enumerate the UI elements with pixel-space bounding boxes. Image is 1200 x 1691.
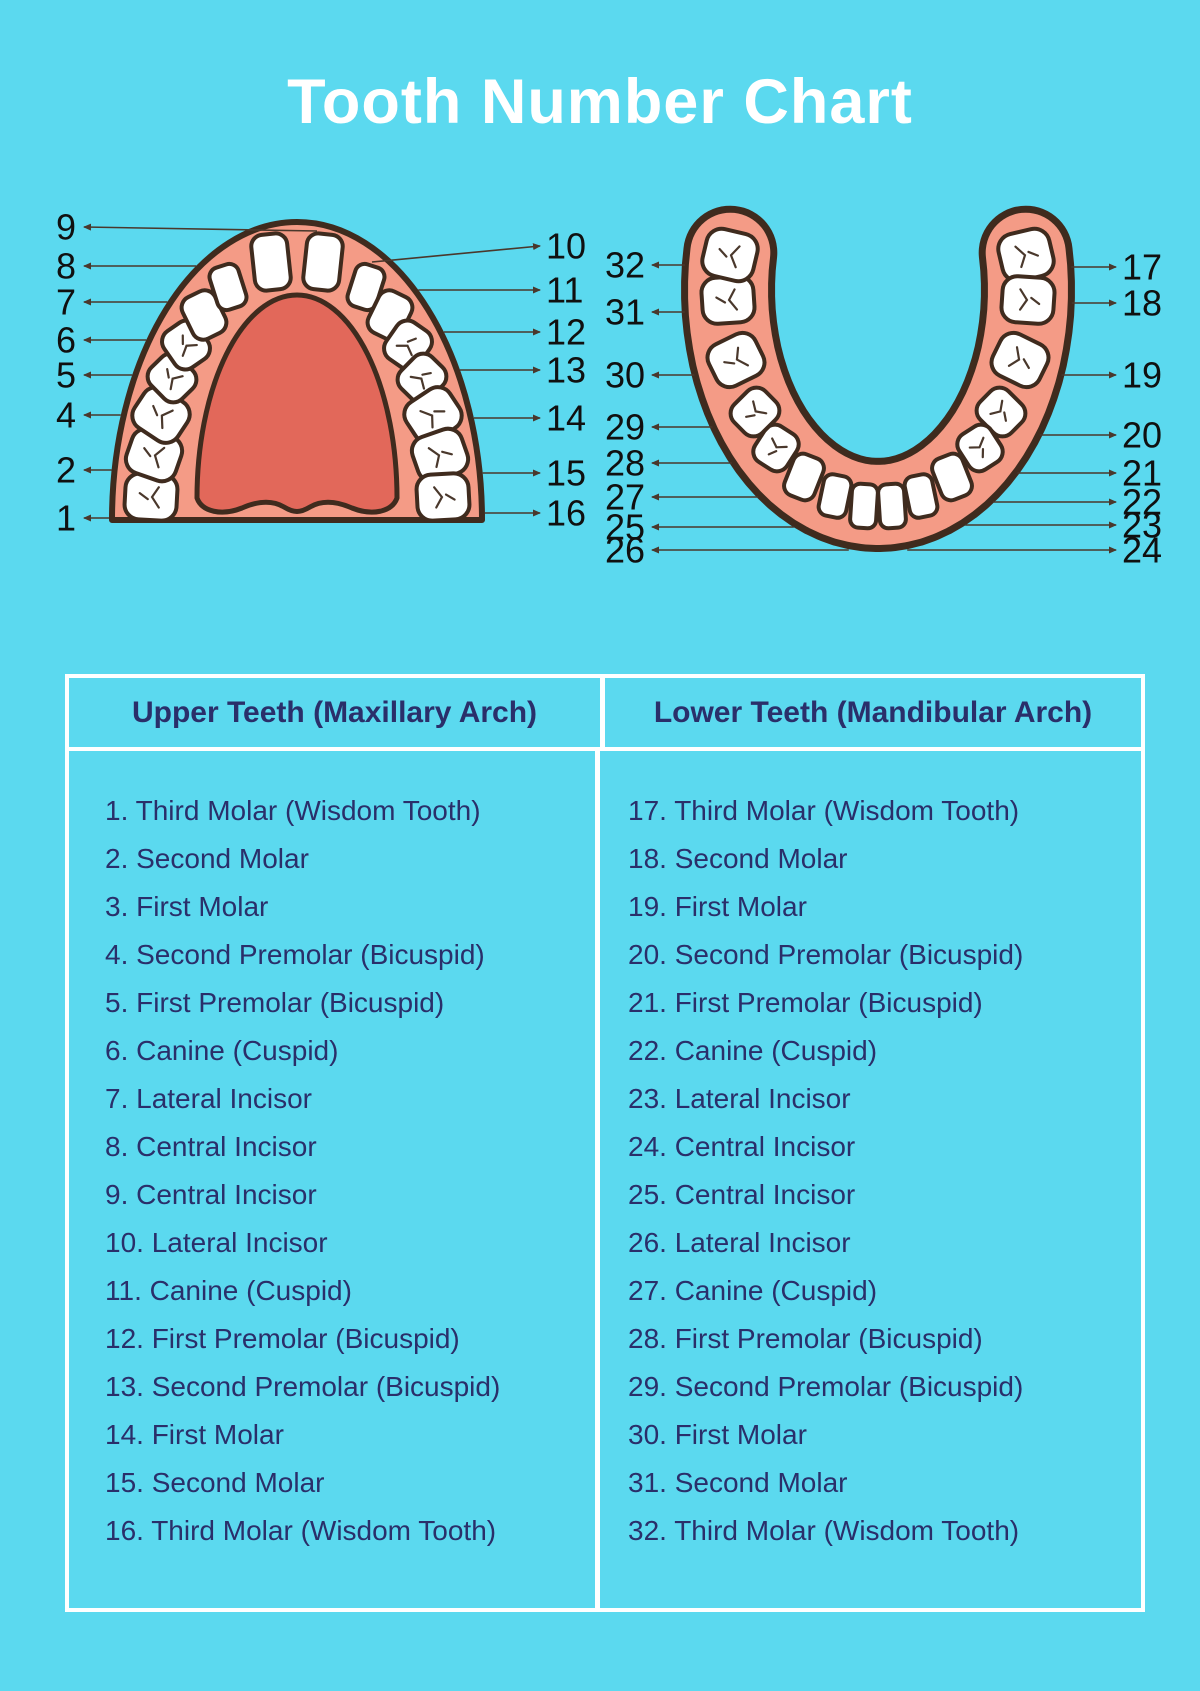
table-row-lower: 23. Lateral Incisor [628, 1083, 851, 1114]
tooth-number-label: 12 [546, 312, 586, 353]
tooth-number-label: 18 [1122, 283, 1162, 324]
table-row-upper: 14. First Molar [105, 1419, 284, 1450]
tooth-number-label: 7 [56, 282, 76, 323]
page-title: Tooth Number Chart [287, 67, 913, 137]
table-row-lower: 26. Lateral Incisor [628, 1227, 851, 1258]
tooth-number-label: 27 [605, 477, 645, 518]
leader-line [83, 223, 318, 232]
tooth-number-table: Upper Teeth (Maxillary Arch) Lower Teeth… [65, 674, 1145, 1612]
tooth [999, 274, 1057, 326]
tooth-number-label: 31 [605, 292, 645, 333]
tooth [751, 422, 801, 474]
tooth [848, 481, 880, 531]
tooth [699, 274, 757, 326]
tooth-number-label: 20 [1122, 415, 1162, 456]
table-row-lower: 18. Second Molar [628, 843, 848, 874]
table-row-upper: 15. Second Molar [105, 1467, 325, 1498]
upper-arch-diagram [109, 219, 485, 523]
table-row-upper: 2. Second Molar [105, 843, 309, 874]
table-row-lower: 25. Central Incisor [628, 1179, 856, 1210]
tooth-number-label: 4 [56, 395, 76, 436]
tooth-number-label: 17 [1122, 247, 1162, 288]
table-row-upper: 11. Canine (Cuspid) [105, 1275, 352, 1306]
leader-line [371, 243, 541, 263]
tooth-number-label: 26 [605, 530, 645, 571]
table-header-row: Upper Teeth (Maxillary Arch) Lower Teeth… [69, 678, 1141, 751]
table-body: 1. Third Molar (Wisdom Tooth) 2. Second M… [69, 751, 1141, 1608]
table-row-lower: 20. Second Premolar (Bicuspid) [628, 939, 1024, 970]
table-row-upper: 7. Lateral Incisor [105, 1083, 312, 1114]
table-row-upper: 13. Second Premolar (Bicuspid) [105, 1371, 501, 1402]
tooth [930, 451, 974, 503]
table-column-lower: 17. Third Molar (Wisdom Tooth) 18. Second… [600, 751, 1141, 1608]
tooth [876, 481, 908, 531]
tooth-number-label: 32 [605, 245, 645, 286]
tooth [301, 231, 345, 293]
table-header-upper: Upper Teeth (Maxillary Arch) [69, 678, 605, 747]
tooth-number-label: 15 [546, 453, 586, 494]
table-row-upper: 6. Canine (Cuspid) [105, 1035, 339, 1066]
tooth [816, 472, 854, 520]
table-row-lower: 30. First Molar [628, 1419, 807, 1450]
table-row-upper: 5. First Premolar (Bicuspid) [105, 987, 445, 1018]
tooth-number-label: 1 [56, 498, 76, 539]
tooth [989, 330, 1051, 390]
tooth [902, 472, 940, 520]
tooth [728, 385, 782, 439]
tooth [249, 231, 293, 293]
tooth-number-label: 23 [1122, 505, 1162, 546]
table-row-upper: 12. First Premolar (Bicuspid) [105, 1323, 460, 1354]
tooth [207, 261, 249, 313]
table-row-upper: 8. Central Incisor [105, 1131, 317, 1162]
table-row-upper: 4. Second Premolar (Bicuspid) [105, 939, 485, 970]
table-row-upper: 10. Lateral Incisor [105, 1227, 328, 1258]
table-row-lower: 29. Second Premolar (Bicuspid) [628, 1371, 1024, 1402]
table-row-upper: 1. Third Molar (Wisdom Tooth) [105, 795, 481, 826]
tooth [345, 261, 387, 313]
tooth-number-labels: 9876542110111213141516323130292827252617… [56, 207, 1162, 571]
table-row-lower: 32. Third Molar (Wisdom Tooth) [628, 1515, 1020, 1546]
tooth-number-label: 8 [56, 246, 76, 287]
table-row-lower: 17. Third Molar (Wisdom Tooth) [628, 795, 1020, 826]
tooth-number-label: 29 [605, 407, 645, 448]
tooth-number-label: 16 [546, 493, 586, 534]
tooth-number-label: 22 [1122, 482, 1162, 523]
dental-arch-diagrams: 9876542110111213141516323130292827252617… [56, 205, 1162, 571]
tooth-number-label: 24 [1122, 530, 1162, 571]
tooth-number-label: 19 [1122, 355, 1162, 396]
tooth-number-label: 5 [56, 355, 76, 396]
tooth-number-label: 21 [1122, 453, 1162, 494]
tooth-number-label: 25 [605, 507, 645, 548]
table-row-lower: 28. First Premolar (Bicuspid) [628, 1323, 983, 1354]
tooth-number-label: 13 [546, 350, 586, 391]
tooth [700, 226, 760, 284]
tooth [955, 422, 1005, 474]
table-row-upper: 16. Third Molar (Wisdom Tooth) [105, 1515, 497, 1546]
table-row-lower: 22. Canine (Cuspid) [628, 1035, 878, 1066]
table-column-upper: 1. Third Molar (Wisdom Tooth) 2. Second M… [69, 751, 600, 1608]
tooth [414, 471, 472, 523]
tooth [782, 451, 826, 503]
tooth-number-label: 6 [56, 320, 76, 361]
lower-arch-diagram [681, 205, 1075, 552]
table-row-lower: 24. Central Incisor [628, 1131, 856, 1162]
tooth-number-label: 2 [56, 450, 76, 491]
table-row-lower: 19. First Molar [628, 891, 807, 922]
leader-lines [83, 223, 1117, 554]
tooth-number-label: 28 [605, 443, 645, 484]
table-row-lower: 27. Canine (Cuspid) [628, 1275, 878, 1306]
table-row-upper: 3. First Molar [105, 891, 269, 922]
tooth-number-label: 11 [546, 270, 583, 311]
tooth-number-label: 30 [605, 355, 645, 396]
table-row-upper: 9. Central Incisor [105, 1179, 317, 1210]
tooth [705, 330, 767, 390]
table-row-lower: 21. First Premolar (Bicuspid) [628, 987, 983, 1018]
tooth-number-label: 10 [546, 226, 586, 267]
table-header-lower: Lower Teeth (Mandibular Arch) [653, 695, 1093, 729]
tooth-number-label: 9 [56, 207, 76, 248]
tooth-number-label: 14 [546, 398, 586, 439]
table-row-lower: 31. Second Molar [628, 1467, 848, 1498]
